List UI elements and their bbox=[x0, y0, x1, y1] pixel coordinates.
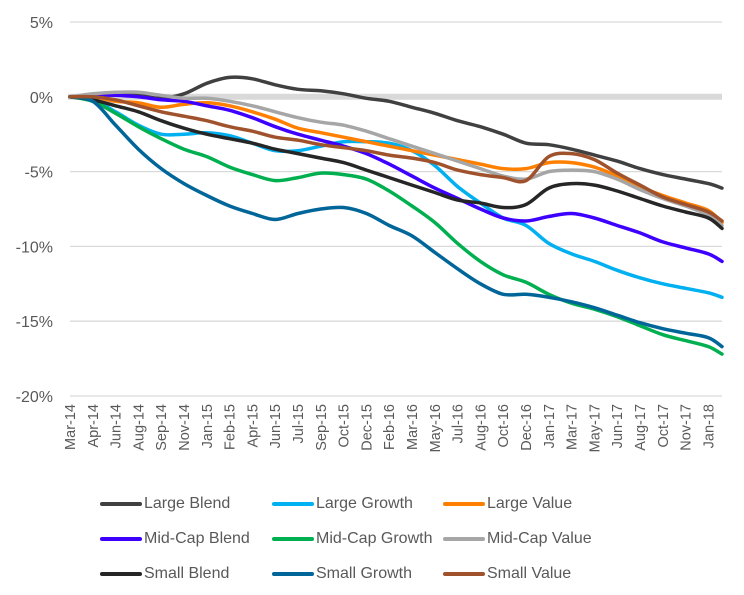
x-tick-label: Jan-18 bbox=[701, 404, 717, 448]
series-line-large-growth bbox=[68, 95, 724, 300]
legend-label: Small Value bbox=[487, 564, 572, 582]
legend-item: Small Value bbox=[443, 565, 571, 583]
legend-label: Large Blend bbox=[144, 494, 231, 512]
x-tick-label: Jun-17 bbox=[610, 404, 626, 448]
legend-item: Large Growth bbox=[272, 495, 443, 513]
x-tick-label: Aug-17 bbox=[633, 404, 649, 451]
legend-label: Large Value bbox=[487, 494, 573, 512]
legend-row: Mid-Cap Blend Mid-Cap Growth Mid-Cap Value bbox=[100, 521, 660, 556]
series-lines bbox=[68, 75, 724, 356]
x-tick-label: Mar-14 bbox=[63, 404, 79, 450]
x-tick-label: Mar-16 bbox=[405, 404, 421, 450]
x-tick-label: Nov-17 bbox=[679, 404, 695, 451]
legend-label: Mid-Cap Growth bbox=[316, 529, 433, 547]
series-line-large-blend bbox=[68, 75, 724, 190]
x-tick-label: Feb-16 bbox=[382, 404, 398, 450]
x-axis-ticks: Mar-14 Apr-14 Jun-14 Aug-14 Sep-14 Nov-14 Jan-… bbox=[63, 404, 717, 452]
x-tick-label: Oct-16 bbox=[496, 404, 512, 448]
x-tick-label: Mar-17 bbox=[565, 404, 581, 450]
series-line-small-value bbox=[68, 94, 724, 223]
x-tick-label: Nov-14 bbox=[177, 404, 193, 451]
x-tick-label: Dec-15 bbox=[359, 404, 375, 451]
x-tick-label: Aug-16 bbox=[473, 404, 489, 451]
series-line-mid-cap-blend bbox=[68, 93, 724, 264]
legend-item: Large Blend bbox=[100, 495, 272, 513]
legend-item: Mid-Cap Value bbox=[443, 530, 592, 548]
y-tick-label: -15% bbox=[16, 314, 53, 331]
legend-label: Mid-Cap Blend bbox=[144, 529, 250, 547]
series-line-small-growth bbox=[68, 95, 724, 349]
x-tick-label: Apr-15 bbox=[245, 404, 261, 448]
x-tick-label: Jul-15 bbox=[291, 404, 307, 444]
legend-row: Small Blend Small Growth Small Value bbox=[100, 556, 660, 591]
x-tick-label: Aug-14 bbox=[131, 404, 147, 451]
y-tick-label: -5% bbox=[25, 165, 53, 182]
legend-item: Mid-Cap Growth bbox=[272, 530, 443, 548]
legend-swatch bbox=[272, 571, 314, 576]
y-tick-label: -20% bbox=[16, 389, 53, 406]
x-tick-label: Apr-14 bbox=[86, 404, 102, 448]
x-tick-label: Jul-16 bbox=[451, 404, 467, 444]
legend-item: Small Blend bbox=[100, 565, 272, 583]
x-tick-label: Jun-14 bbox=[109, 404, 125, 448]
x-tick-label: Jun-15 bbox=[268, 404, 284, 448]
x-tick-label: Jan-15 bbox=[200, 404, 216, 448]
legend-label: Small Blend bbox=[144, 564, 230, 582]
legend-row: Large Blend Large Growth Large Value bbox=[100, 486, 660, 521]
legend-swatch bbox=[272, 536, 314, 541]
series-line-large-value bbox=[68, 94, 724, 225]
legend-swatch bbox=[100, 536, 142, 541]
legend-swatch bbox=[100, 571, 142, 576]
legend: Large Blend Large Growth Large Value Mid-Ca… bbox=[100, 486, 660, 591]
y-tick-label: 5% bbox=[30, 15, 53, 32]
legend-swatch bbox=[443, 501, 485, 506]
y-axis-ticks: 5% 0% -5% -10% -15% -20% bbox=[16, 15, 53, 406]
legend-item: Small Growth bbox=[272, 565, 443, 583]
legend-label: Small Growth bbox=[316, 564, 413, 582]
x-tick-label: Feb-15 bbox=[223, 404, 239, 450]
legend-label: Mid-Cap Value bbox=[487, 529, 592, 547]
legend-swatch bbox=[272, 501, 314, 506]
legend-item: Large Value bbox=[443, 495, 572, 513]
legend-swatch bbox=[443, 536, 485, 541]
x-tick-label: Jan-17 bbox=[542, 404, 558, 448]
series-line-small-blend bbox=[68, 95, 724, 231]
x-tick-label: Oct-15 bbox=[337, 404, 353, 448]
x-tick-label: Dec-16 bbox=[519, 404, 535, 451]
series-line-mid-cap-value bbox=[68, 90, 724, 228]
x-tick-label: Oct-17 bbox=[656, 404, 672, 448]
legend-swatch bbox=[443, 571, 485, 576]
x-tick-label: May-17 bbox=[587, 404, 603, 452]
x-tick-label: Sep-15 bbox=[314, 404, 330, 451]
y-tick-label: -10% bbox=[16, 239, 53, 256]
legend-label: Large Growth bbox=[316, 494, 413, 512]
legend-item: Mid-Cap Blend bbox=[100, 530, 272, 548]
x-tick-label: May-16 bbox=[428, 404, 444, 452]
legend-swatch bbox=[100, 501, 142, 506]
x-tick-label: Sep-14 bbox=[154, 404, 170, 451]
y-tick-label: 0% bbox=[30, 90, 53, 107]
gridlines bbox=[68, 21, 722, 397]
